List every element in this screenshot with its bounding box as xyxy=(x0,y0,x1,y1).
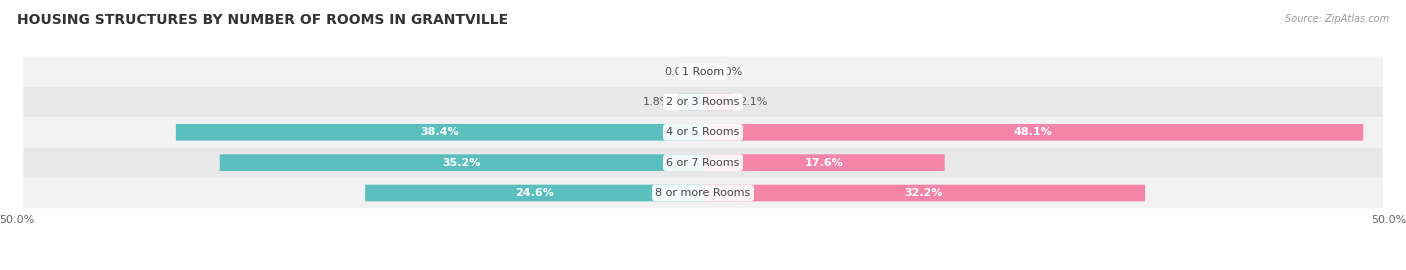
FancyBboxPatch shape xyxy=(678,94,703,110)
Text: 6 or 7 Rooms: 6 or 7 Rooms xyxy=(666,158,740,168)
FancyBboxPatch shape xyxy=(366,185,703,201)
FancyBboxPatch shape xyxy=(703,185,1144,201)
Text: 24.6%: 24.6% xyxy=(515,188,554,198)
Text: 8 or more Rooms: 8 or more Rooms xyxy=(655,188,751,198)
Text: 35.2%: 35.2% xyxy=(443,158,481,168)
Text: HOUSING STRUCTURES BY NUMBER OF ROOMS IN GRANTVILLE: HOUSING STRUCTURES BY NUMBER OF ROOMS IN… xyxy=(17,14,508,28)
Text: 1.8%: 1.8% xyxy=(643,97,672,107)
Text: 2.1%: 2.1% xyxy=(738,97,768,107)
Text: 4 or 5 Rooms: 4 or 5 Rooms xyxy=(666,127,740,137)
FancyBboxPatch shape xyxy=(176,124,703,141)
Text: 1 Room: 1 Room xyxy=(682,67,724,77)
Text: Source: ZipAtlas.com: Source: ZipAtlas.com xyxy=(1285,14,1389,23)
Text: 48.1%: 48.1% xyxy=(1014,127,1053,137)
Text: 0.0%: 0.0% xyxy=(664,67,692,77)
FancyBboxPatch shape xyxy=(703,124,1364,141)
Text: 0.0%: 0.0% xyxy=(714,67,742,77)
FancyBboxPatch shape xyxy=(22,56,1384,87)
FancyBboxPatch shape xyxy=(219,154,703,171)
FancyBboxPatch shape xyxy=(22,147,1384,178)
FancyBboxPatch shape xyxy=(22,117,1384,147)
Text: 2 or 3 Rooms: 2 or 3 Rooms xyxy=(666,97,740,107)
Text: 32.2%: 32.2% xyxy=(904,188,943,198)
Text: 38.4%: 38.4% xyxy=(420,127,458,137)
FancyBboxPatch shape xyxy=(22,87,1384,117)
FancyBboxPatch shape xyxy=(22,178,1384,208)
FancyBboxPatch shape xyxy=(703,154,945,171)
Text: 17.6%: 17.6% xyxy=(804,158,844,168)
FancyBboxPatch shape xyxy=(703,94,733,110)
